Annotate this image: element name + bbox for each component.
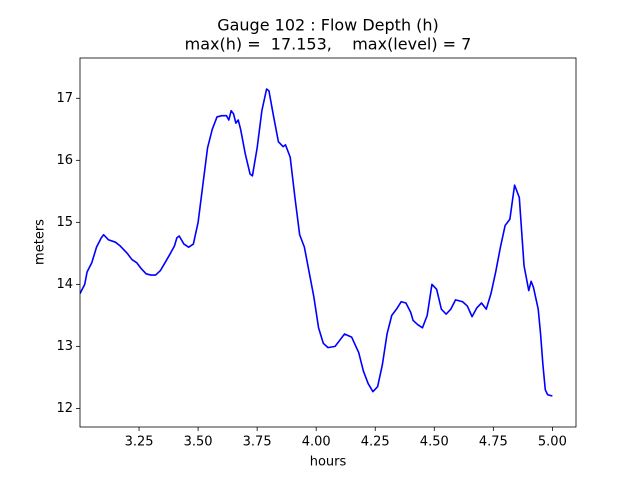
x-tick-label: 3.25: [125, 435, 154, 450]
y-tick-label: 13: [56, 339, 73, 354]
plot-frame: [79, 57, 577, 428]
x-tick-label: 4.25: [361, 435, 390, 450]
y-tick-label: 15: [56, 215, 73, 230]
y-tick-label: 12: [56, 401, 73, 416]
data-line: [80, 88, 553, 397]
x-tick-label: 4.50: [420, 435, 449, 450]
x-tick-label: 4.75: [479, 435, 508, 450]
x-axis-label: hours: [310, 455, 347, 470]
y-tick-label: 17: [56, 91, 73, 106]
x-tick-label: 3.75: [243, 435, 272, 450]
chart-title: Gauge 102 : Flow Depth (h): [217, 16, 439, 35]
x-tick-label: 3.50: [184, 435, 213, 450]
x-tick-label: 5.00: [538, 435, 567, 450]
chart-subtitle: max(h) = 17.153, max(level) = 7: [185, 35, 472, 54]
x-tick-label: 4.00: [302, 435, 331, 450]
y-axis-label: meters: [33, 219, 48, 265]
y-tick-label: 14: [56, 277, 73, 292]
y-tick-label: 16: [56, 153, 73, 168]
